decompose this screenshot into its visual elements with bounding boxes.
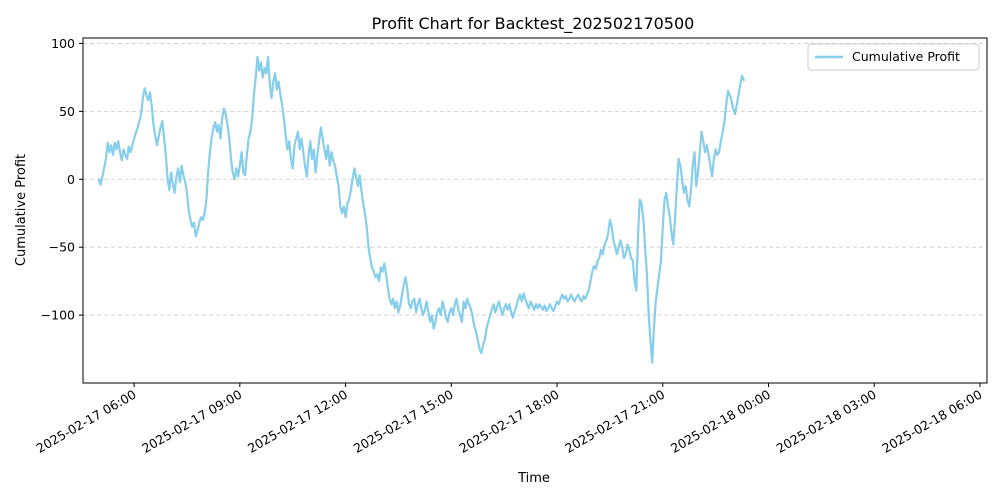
chart-title: Profit Chart for Backtest_202502170500 <box>372 14 695 34</box>
y-tick-label: 100 <box>51 36 75 51</box>
y-axis-title: Cumulative Profit <box>14 154 29 266</box>
plot-frame <box>82 37 988 384</box>
legend-box <box>807 43 980 71</box>
y-axis: 100 50 0 −50 −100 <box>41 36 83 323</box>
series-line-cumulative-profit <box>97 55 745 364</box>
legend: Cumulative Profit <box>807 43 980 71</box>
y-tick-label: 0 <box>67 172 75 187</box>
y-tick-label: −100 <box>41 308 75 323</box>
x-axis-title: Time <box>517 471 550 486</box>
y-tick-label: −50 <box>49 240 75 255</box>
y-tick-label: 50 <box>59 104 75 119</box>
legend-label: Cumulative Profit <box>852 49 960 64</box>
series-layer <box>97 55 745 364</box>
